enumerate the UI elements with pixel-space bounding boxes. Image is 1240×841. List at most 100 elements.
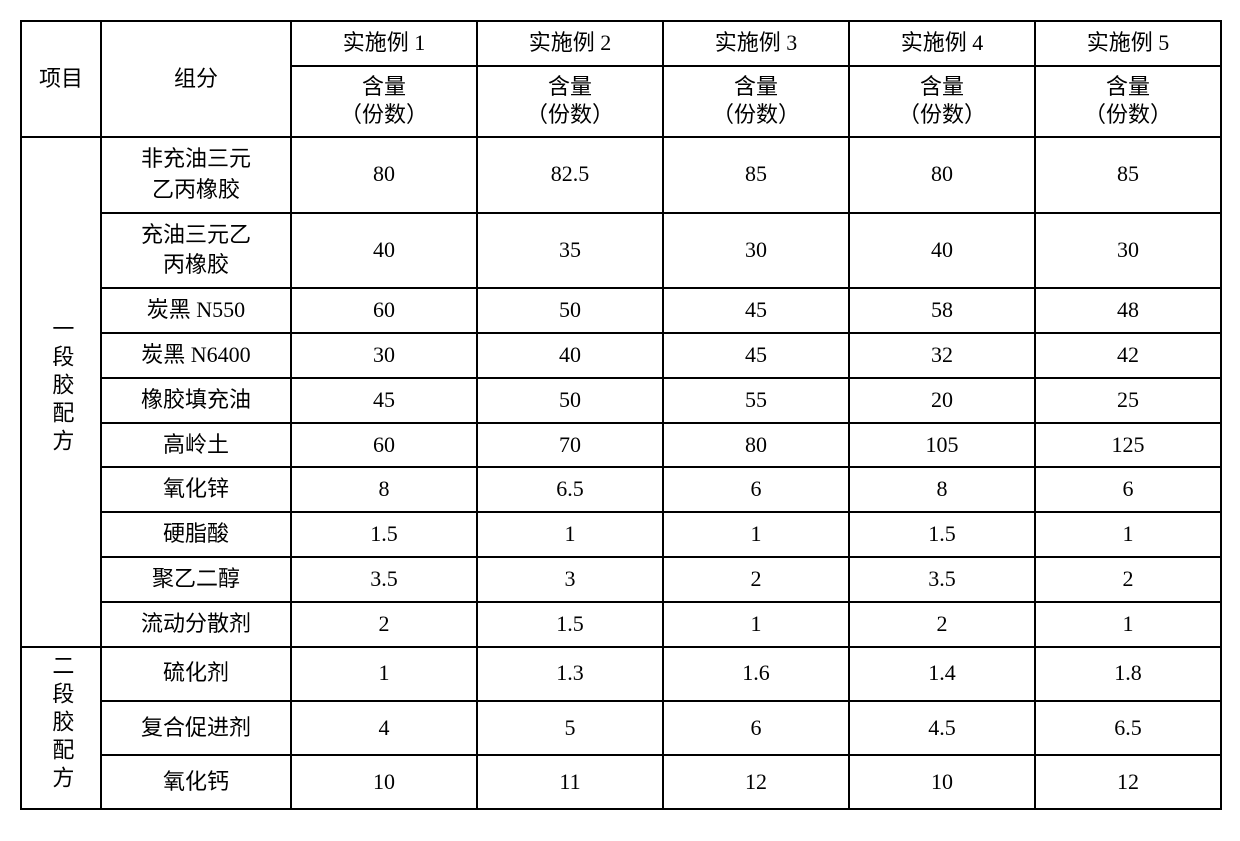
cell: 50 bbox=[477, 288, 663, 333]
component-name: 氧化锌 bbox=[101, 467, 291, 512]
cell: 12 bbox=[663, 755, 849, 809]
table-row: 炭黑 N6400 30 40 45 32 42 bbox=[21, 333, 1221, 378]
component-name: 氧化钙 bbox=[101, 755, 291, 809]
table-row: 硬脂酸 1.5 1 1 1.5 1 bbox=[21, 512, 1221, 557]
cell: 80 bbox=[291, 137, 477, 213]
name-l2: 乙丙橡胶 bbox=[152, 177, 240, 202]
header-example-3: 实施例 3 bbox=[663, 21, 849, 66]
sub-line1: 含量 bbox=[920, 74, 964, 99]
header-example-4: 实施例 4 bbox=[849, 21, 1035, 66]
section1-label-text: 一段胶配方 bbox=[46, 317, 77, 457]
cell: 45 bbox=[663, 333, 849, 378]
cell: 1 bbox=[1035, 602, 1221, 647]
cell: 48 bbox=[1035, 288, 1221, 333]
cell: 2 bbox=[1035, 557, 1221, 602]
table-row: 氧化锌 8 6.5 6 8 6 bbox=[21, 467, 1221, 512]
cell: 1 bbox=[663, 512, 849, 557]
cell: 1.3 bbox=[477, 647, 663, 701]
component-name: 流动分散剂 bbox=[101, 602, 291, 647]
component-name: 橡胶填充油 bbox=[101, 378, 291, 423]
component-name: 高岭土 bbox=[101, 423, 291, 468]
cell: 1 bbox=[477, 512, 663, 557]
cell: 6 bbox=[663, 467, 849, 512]
cell: 30 bbox=[663, 213, 849, 289]
component-name: 炭黑 N6400 bbox=[101, 333, 291, 378]
cell: 58 bbox=[849, 288, 1035, 333]
subheader-2: 含量 （份数） bbox=[477, 66, 663, 137]
cell: 20 bbox=[849, 378, 1035, 423]
table-row: 聚乙二醇 3.5 3 2 3.5 2 bbox=[21, 557, 1221, 602]
formula-table: 项目 组分 实施例 1 实施例 2 实施例 3 实施例 4 实施例 5 含量 （份… bbox=[20, 20, 1222, 810]
cell: 30 bbox=[1035, 213, 1221, 289]
subheader-4: 含量 （份数） bbox=[849, 66, 1035, 137]
section2-label-text: 二段胶配方 bbox=[46, 654, 77, 794]
cell: 40 bbox=[477, 333, 663, 378]
cell: 8 bbox=[291, 467, 477, 512]
cell: 4 bbox=[291, 701, 477, 755]
header-example-5: 实施例 5 bbox=[1035, 21, 1221, 66]
cell: 82.5 bbox=[477, 137, 663, 213]
table-row: 高岭土 60 70 80 105 125 bbox=[21, 423, 1221, 468]
table-row: 氧化钙 10 11 12 10 12 bbox=[21, 755, 1221, 809]
cell: 1 bbox=[291, 647, 477, 701]
cell: 1 bbox=[1035, 512, 1221, 557]
table-row: 一段胶配方 非充油三元乙丙橡胶 80 82.5 85 80 85 bbox=[21, 137, 1221, 213]
cell: 10 bbox=[291, 755, 477, 809]
cell: 42 bbox=[1035, 333, 1221, 378]
cell: 40 bbox=[849, 213, 1035, 289]
sub-line2: （份数） bbox=[898, 102, 986, 127]
cell: 1.4 bbox=[849, 647, 1035, 701]
cell: 5 bbox=[477, 701, 663, 755]
header-component: 组分 bbox=[101, 21, 291, 137]
cell: 85 bbox=[1035, 137, 1221, 213]
cell: 60 bbox=[291, 423, 477, 468]
component-name: 硫化剂 bbox=[101, 647, 291, 701]
component-name: 充油三元乙丙橡胶 bbox=[101, 213, 291, 289]
cell: 3.5 bbox=[849, 557, 1035, 602]
cell: 32 bbox=[849, 333, 1035, 378]
cell: 6 bbox=[1035, 467, 1221, 512]
header-project: 项目 bbox=[21, 21, 101, 137]
sub-line1: 含量 bbox=[548, 74, 592, 99]
cell: 2 bbox=[291, 602, 477, 647]
header-example-2: 实施例 2 bbox=[477, 21, 663, 66]
table-row: 炭黑 N550 60 50 45 58 48 bbox=[21, 288, 1221, 333]
cell: 30 bbox=[291, 333, 477, 378]
component-name: 硬脂酸 bbox=[101, 512, 291, 557]
component-name: 聚乙二醇 bbox=[101, 557, 291, 602]
sub-line2: （份数） bbox=[340, 102, 428, 127]
subheader-5: 含量（份数） bbox=[1035, 66, 1221, 137]
cell: 55 bbox=[663, 378, 849, 423]
cell: 105 bbox=[849, 423, 1035, 468]
cell: 1 bbox=[663, 602, 849, 647]
header-row-1: 项目 组分 实施例 1 实施例 2 实施例 3 实施例 4 实施例 5 bbox=[21, 21, 1221, 66]
sub-line2: （份数） bbox=[712, 102, 800, 127]
cell: 80 bbox=[663, 423, 849, 468]
sub-line2: （份数） bbox=[526, 102, 614, 127]
cell: 80 bbox=[849, 137, 1035, 213]
table-row: 橡胶填充油 45 50 55 20 25 bbox=[21, 378, 1221, 423]
cell: 35 bbox=[477, 213, 663, 289]
cell: 2 bbox=[663, 557, 849, 602]
name-l2: 丙橡胶 bbox=[163, 252, 229, 277]
cell: 25 bbox=[1035, 378, 1221, 423]
table-row: 充油三元乙丙橡胶 40 35 30 40 30 bbox=[21, 213, 1221, 289]
cell: 2 bbox=[849, 602, 1035, 647]
component-name: 非充油三元乙丙橡胶 bbox=[101, 137, 291, 213]
cell: 125 bbox=[1035, 423, 1221, 468]
cell: 6.5 bbox=[1035, 701, 1221, 755]
table-row: 二段胶配方 硫化剂 1 1.3 1.6 1.4 1.8 bbox=[21, 647, 1221, 701]
cell: 11 bbox=[477, 755, 663, 809]
cell: 85 bbox=[663, 137, 849, 213]
cell: 3.5 bbox=[291, 557, 477, 602]
cell: 12 bbox=[1035, 755, 1221, 809]
cell: 60 bbox=[291, 288, 477, 333]
cell: 1.6 bbox=[663, 647, 849, 701]
sub-line1: 含量 bbox=[1106, 74, 1150, 99]
cell: 70 bbox=[477, 423, 663, 468]
sub-line1: 含量 bbox=[734, 74, 778, 99]
section2-label: 二段胶配方 bbox=[21, 647, 101, 810]
cell: 1.8 bbox=[1035, 647, 1221, 701]
cell: 45 bbox=[663, 288, 849, 333]
name-l1: 充油三元乙 bbox=[141, 222, 251, 247]
